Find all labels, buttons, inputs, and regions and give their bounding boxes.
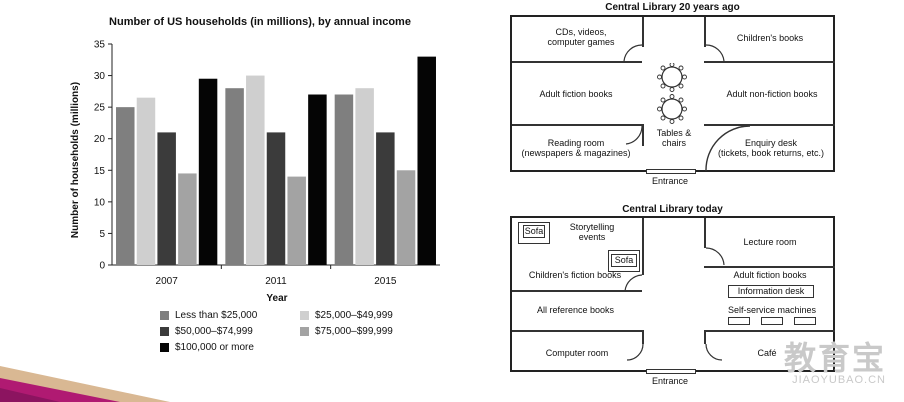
room-childrens-books: Children's books bbox=[736, 33, 804, 43]
bar bbox=[334, 94, 354, 265]
legend-swatch bbox=[300, 311, 309, 320]
room-reading: Reading room (newspapers & magazines) bbox=[521, 138, 631, 159]
legend-label: $25,000–$49,999 bbox=[315, 310, 393, 321]
self-service-machine bbox=[761, 317, 783, 325]
plot-area: 0 5 10 15 20 25 30 35 2007 2011 2015 bbox=[94, 40, 440, 287]
bar bbox=[266, 132, 286, 265]
room-adult-fiction-today: Adult fiction books bbox=[733, 270, 807, 280]
sofa-label: Sofa bbox=[523, 225, 545, 238]
bar bbox=[355, 88, 374, 265]
floor-plan-today: Central Library today Sofa Storytelling … bbox=[510, 200, 835, 395]
self-service-machine bbox=[728, 317, 750, 325]
x-tick-label: 2015 bbox=[374, 276, 397, 287]
legend-item: $75,000–$99,999 bbox=[300, 326, 393, 337]
decorative-banner bbox=[0, 366, 170, 402]
y-tick-label: 5 bbox=[99, 229, 105, 240]
y-tick-label: 30 bbox=[94, 71, 106, 82]
plan-title-today: Central Library today bbox=[622, 204, 723, 215]
room-adult-nonfiction: Adult non-fiction books bbox=[726, 89, 818, 99]
legend-label: Less than $25,000 bbox=[175, 310, 258, 321]
bar bbox=[198, 78, 218, 265]
watermark-url: JIAOYUBAO.CN bbox=[792, 374, 886, 386]
watermark: 教育宝 JIAOYUBAO.CN bbox=[784, 342, 886, 386]
bar bbox=[308, 94, 327, 265]
room-cds: CDs, videos, computer games bbox=[547, 27, 615, 48]
bar bbox=[417, 56, 436, 265]
entrance-label-past: Entrance bbox=[652, 176, 689, 186]
entrance-door bbox=[646, 369, 696, 374]
legend-label: $50,000–$74,999 bbox=[175, 326, 253, 337]
y-tick-label: 10 bbox=[94, 197, 106, 208]
legend-label: $100,000 or more bbox=[175, 342, 254, 353]
room-self-service: Self-service machines bbox=[727, 305, 817, 315]
room-reference-books: All reference books bbox=[536, 305, 615, 315]
room-childrens-fiction: Children's fiction books bbox=[528, 270, 622, 280]
room-adult-fiction: Adult fiction books bbox=[539, 89, 613, 99]
legend-swatch bbox=[160, 327, 169, 336]
legend-item: $50,000–$74,999 bbox=[160, 326, 253, 337]
sofa-label: Sofa bbox=[611, 254, 637, 267]
bar bbox=[396, 170, 416, 265]
legend-swatch bbox=[160, 343, 169, 352]
watermark-logo: 教育宝 bbox=[783, 340, 886, 376]
floor-plan-past: Central Library 20 years ago bbox=[510, 0, 835, 190]
entrance-door bbox=[646, 169, 696, 174]
sofa-icon: Sofa bbox=[608, 250, 640, 272]
bar bbox=[178, 173, 197, 265]
information-desk: Information desk bbox=[728, 285, 814, 298]
x-tick-label: 2007 bbox=[156, 276, 179, 287]
room-enquiry-desk: Enquiry desk (tickets, book returns, etc… bbox=[717, 138, 825, 159]
y-tick-label: 25 bbox=[94, 103, 106, 114]
room-tables-chairs: Tables & chairs bbox=[656, 128, 692, 149]
legend-item: $25,000–$49,999 bbox=[300, 310, 393, 321]
bar bbox=[376, 132, 395, 265]
legend-item: Less than $25,000 bbox=[160, 310, 257, 321]
bar bbox=[157, 132, 176, 265]
legend-swatch bbox=[160, 311, 169, 320]
y-tick-label: 35 bbox=[94, 40, 106, 51]
plan-title-past: Central Library 20 years ago bbox=[605, 2, 740, 13]
bar bbox=[287, 176, 306, 265]
y-tick-label: 20 bbox=[94, 134, 106, 145]
bar bbox=[246, 75, 265, 265]
bar bbox=[136, 97, 156, 266]
room-computer: Computer room bbox=[545, 348, 609, 358]
self-service-machine bbox=[794, 317, 816, 325]
chart-title: Number of US households (in millions), b… bbox=[109, 16, 411, 28]
bar bbox=[225, 88, 244, 265]
legend-swatch bbox=[300, 327, 309, 336]
x-axis-label: Year bbox=[266, 293, 287, 304]
legend-label: $75,000–$99,999 bbox=[315, 326, 393, 337]
legend-item: $100,000 or more bbox=[160, 342, 254, 353]
tables-icon bbox=[657, 63, 687, 124]
bar bbox=[116, 107, 135, 266]
bar-chart-panel: Number of US households (in millions), b… bbox=[0, 0, 470, 360]
sofa-icon: Sofa bbox=[518, 222, 550, 244]
x-tick-label: 2011 bbox=[265, 276, 287, 287]
bar-chart: Number of US households (in millions), b… bbox=[70, 16, 440, 304]
y-tick-label: 0 bbox=[99, 261, 105, 272]
entrance-label-today: Entrance bbox=[652, 376, 689, 386]
plan-outline-past: CDs, videos, computer games Children's b… bbox=[510, 15, 835, 172]
y-tick-label: 15 bbox=[94, 166, 106, 177]
room-cafe: Café bbox=[757, 348, 777, 358]
room-lecture: Lecture room bbox=[743, 237, 797, 247]
y-axis-label: Number of households (millions) bbox=[70, 82, 81, 238]
room-storytelling: Storytelling events bbox=[569, 222, 615, 243]
